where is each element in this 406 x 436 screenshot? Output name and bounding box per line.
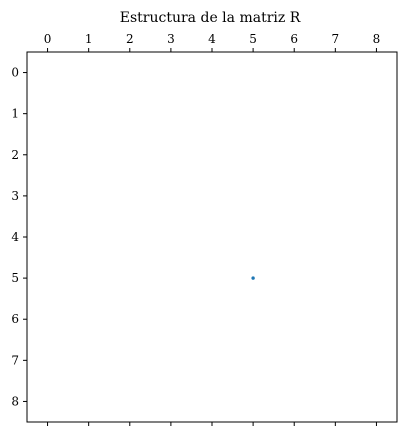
x-tick-label: 2 <box>126 32 134 46</box>
x-tick-label: 3 <box>167 32 175 46</box>
y-tick-label: 2 <box>11 148 19 162</box>
y-tick-label: 7 <box>11 353 19 367</box>
x-tick-label: 0 <box>44 32 52 46</box>
data-points <box>251 276 255 280</box>
data-point <box>251 276 255 280</box>
x-tick-label: 6 <box>290 32 298 46</box>
y-tick-label: 5 <box>11 271 19 285</box>
x-tick-label: 1 <box>85 32 93 46</box>
x-tick-label: 4 <box>208 32 216 46</box>
y-tick-label: 0 <box>11 66 19 80</box>
x-tick-label: 8 <box>373 32 381 46</box>
y-axis-ticks: 0 1 2 3 4 5 6 7 8 <box>11 66 27 408</box>
x-tick-label: 7 <box>332 32 340 46</box>
plot-area-frame <box>26 51 398 423</box>
y-tick-label: 3 <box>11 189 19 203</box>
y-tick-label: 4 <box>11 230 19 244</box>
y-tick-label: 6 <box>11 312 19 326</box>
x-axis-ticks: 0 1 2 3 4 5 6 7 8 <box>44 32 381 426</box>
y-tick-label: 8 <box>11 394 19 408</box>
x-tick-label: 5 <box>249 32 257 46</box>
chart-title: Estructura de la matriz R <box>120 10 301 26</box>
y-tick-label: 1 <box>11 107 19 121</box>
